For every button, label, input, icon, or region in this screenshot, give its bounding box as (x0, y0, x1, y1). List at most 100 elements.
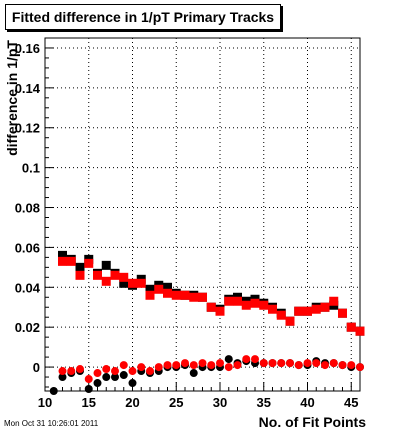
data-point (198, 292, 207, 302)
data-point (128, 367, 137, 376)
data-point (119, 371, 128, 380)
data-point (102, 365, 111, 374)
data-point (338, 361, 347, 370)
data-point (277, 359, 286, 368)
data-point (111, 367, 119, 376)
data-point (346, 322, 356, 332)
data-point (329, 296, 339, 306)
data-point (224, 355, 233, 364)
data-point (233, 361, 242, 370)
data-point (233, 296, 242, 306)
data-point (84, 375, 93, 384)
data-point (303, 359, 312, 368)
data-point (347, 361, 356, 370)
data-point (58, 250, 67, 260)
axis-ticks (44, 37, 361, 391)
data-point (303, 306, 312, 316)
y-tick-label: 0.06 (15, 240, 40, 255)
data-point (154, 363, 163, 372)
x-tick-label: 30 (213, 395, 227, 410)
data-point (321, 361, 329, 370)
y-tick-label: 0.12 (15, 121, 40, 136)
data-point (320, 302, 330, 312)
data-markers (49, 250, 365, 395)
data-point (268, 304, 277, 314)
data-point (250, 298, 260, 308)
data-point (259, 300, 269, 310)
data-point (224, 296, 234, 306)
x-tick-label: 15 (82, 395, 96, 410)
chart-title: Fitted difference in 1/pT Primary Tracks (11, 9, 275, 25)
data-point (259, 359, 268, 368)
data-point (84, 258, 94, 268)
series-3 (58, 355, 364, 384)
plot-frame (44, 37, 361, 392)
data-point (93, 369, 102, 378)
series-1 (58, 256, 365, 336)
data-point (66, 256, 76, 266)
data-point (285, 316, 295, 326)
data-point (207, 361, 216, 370)
grid-lines (44, 38, 360, 391)
tick-labels: 10 15 20 25 30 35 40 45 0 0.02 0.04 0.06 0.08 0.1 0.12… (15, 41, 359, 410)
data-point (75, 262, 85, 272)
data-point (93, 270, 102, 280)
series-0 (58, 250, 365, 336)
data-point (128, 278, 137, 288)
data-point (356, 363, 364, 372)
data-point (224, 363, 233, 372)
data-point (58, 367, 67, 376)
data-point (49, 387, 58, 395)
y-tick-label: 0.02 (15, 320, 40, 335)
y-tick-label: 0.16 (15, 41, 40, 56)
data-point (181, 359, 189, 368)
data-point (84, 385, 93, 394)
data-point (128, 379, 137, 388)
data-point (276, 310, 286, 320)
data-point (215, 306, 225, 316)
data-point (294, 306, 304, 316)
data-point (119, 278, 129, 288)
data-point (154, 284, 164, 294)
data-point (355, 326, 365, 336)
data-point (136, 278, 146, 288)
x-tick-label: 45 (344, 395, 358, 410)
data-point (294, 361, 303, 370)
data-point (180, 290, 190, 300)
y-axis-title: difference in 1/pT (4, 40, 20, 156)
y-tick-label: 0.08 (15, 201, 40, 216)
x-tick-label: 40 (300, 395, 314, 410)
data-point (76, 365, 84, 374)
data-point (102, 373, 111, 382)
data-point (101, 260, 111, 270)
data-point (242, 355, 251, 364)
data-point (189, 292, 199, 302)
data-point (311, 304, 321, 314)
y-tick-label: 0.14 (15, 81, 41, 96)
data-point (101, 276, 111, 286)
data-point (312, 359, 321, 368)
data-point (163, 282, 172, 292)
data-point (58, 373, 67, 382)
data-point (119, 361, 128, 370)
x-tick-label: 10 (38, 395, 52, 410)
data-point (110, 270, 120, 280)
data-point (268, 359, 277, 368)
data-point (338, 308, 347, 318)
x-axis-title: No. of Fit Points (259, 414, 367, 430)
timestamp: Mon Oct 31 10:26:01 2011 (4, 419, 99, 428)
data-point (171, 290, 181, 300)
y-tick-label: 0.1 (22, 161, 40, 176)
x-tick-label: 35 (257, 395, 271, 410)
y-tick-label: 0 (33, 360, 40, 375)
data-point (75, 270, 85, 280)
x-tick-label: 20 (125, 395, 139, 410)
data-point (67, 367, 76, 376)
data-point (145, 290, 155, 300)
data-point (137, 363, 146, 372)
data-point (206, 302, 216, 312)
data-point (198, 359, 207, 368)
data-point (93, 379, 102, 388)
data-point (58, 256, 67, 266)
y-tick-label: 0.04 (15, 280, 41, 295)
